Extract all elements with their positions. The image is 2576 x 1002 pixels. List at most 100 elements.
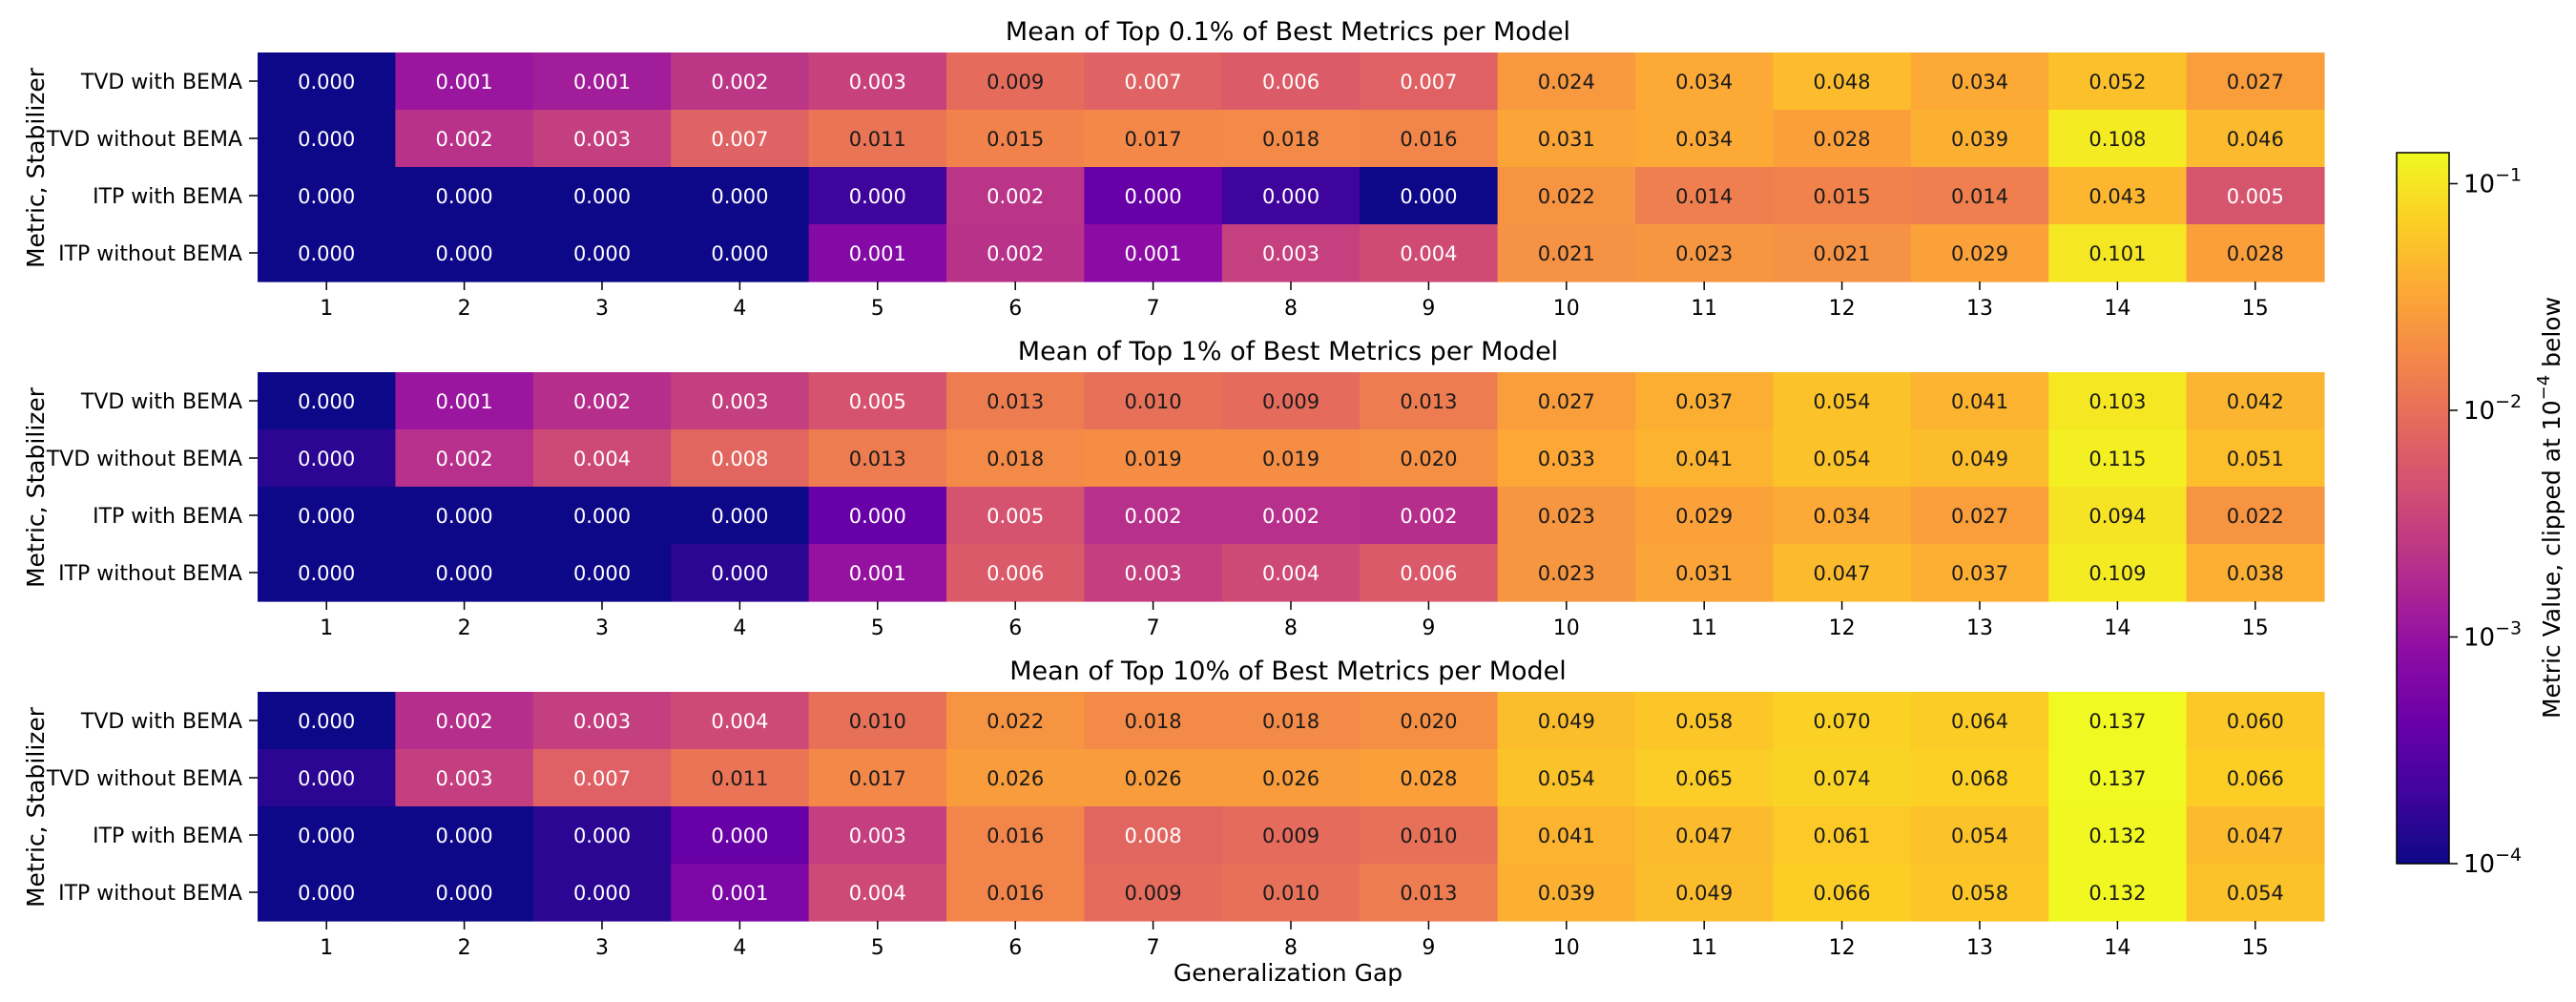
cell-value-label: 0.015 bbox=[987, 128, 1044, 151]
x-tick-label: 12 bbox=[1829, 616, 1856, 640]
heatmap-cell bbox=[946, 429, 1085, 488]
heatmap-cell bbox=[2186, 806, 2325, 865]
cell-value-label: 0.034 bbox=[1675, 71, 1733, 94]
cell-value-label: 0.043 bbox=[2088, 185, 2146, 208]
cell-value-label: 0.000 bbox=[298, 71, 355, 94]
cell-value-label: 0.001 bbox=[573, 71, 631, 94]
colorbar-label-exponent: −4 bbox=[2534, 375, 2554, 401]
heatmap-cell bbox=[1221, 864, 1361, 922]
cell-value-label: 0.049 bbox=[1675, 882, 1733, 905]
cell-value-label: 0.021 bbox=[1538, 242, 1595, 265]
row-label: ITP without BEMA bbox=[58, 562, 242, 586]
cell-value-label: 0.027 bbox=[1538, 390, 1595, 413]
cell-value-label: 0.016 bbox=[1400, 128, 1457, 151]
heatmap-cell bbox=[1497, 806, 1636, 865]
heatmap-cell bbox=[1084, 487, 1223, 545]
cell-value-label: 0.054 bbox=[1951, 825, 2008, 847]
heatmap-cell bbox=[258, 167, 396, 225]
heatmap-cell bbox=[258, 692, 396, 750]
cell-value-label: 0.028 bbox=[1400, 767, 1457, 790]
x-tick-label: 7 bbox=[1147, 616, 1160, 640]
cell-value-label: 0.009 bbox=[1262, 825, 1319, 847]
cell-value-label: 0.000 bbox=[1400, 185, 1457, 208]
cell-value-label: 0.094 bbox=[2088, 505, 2146, 528]
panel-2-row-labels: TVD with BEMA TVD without BEMA ITP with BE… bbox=[46, 390, 258, 586]
heatmap-cell bbox=[671, 544, 810, 602]
heatmap-cell bbox=[1360, 749, 1499, 807]
cell-value-label: 0.038 bbox=[2227, 562, 2284, 585]
cell-value-label: 0.000 bbox=[573, 505, 631, 528]
cell-value-label: 0.000 bbox=[298, 185, 355, 208]
heatmap-cell bbox=[946, 806, 1085, 865]
panel-2: Mean of Top 1% of Best Metrics per Model… bbox=[22, 337, 2325, 640]
heatmap-cell bbox=[395, 372, 534, 430]
heatmap-cell bbox=[1221, 806, 1361, 865]
heatmap-cell bbox=[1773, 864, 1912, 922]
heatmap-cell bbox=[671, 806, 810, 865]
cell-value-label: 0.037 bbox=[1675, 390, 1733, 413]
cell-value-label: 0.004 bbox=[849, 882, 906, 905]
heatmap-cell bbox=[2186, 52, 2325, 111]
heatmap-cell bbox=[258, 544, 396, 602]
cell-value-label: 0.022 bbox=[1538, 185, 1595, 208]
colorbar-label: Metric Value, clipped at 10−4 below bbox=[2534, 297, 2566, 719]
cell-value-label: 0.010 bbox=[1125, 390, 1182, 413]
cell-value-label: 0.060 bbox=[2227, 710, 2284, 733]
heatmap-cell bbox=[1635, 52, 1774, 111]
heatmap-cell bbox=[1635, 429, 1774, 488]
heatmap-cell bbox=[2048, 372, 2188, 430]
heatmap-cell bbox=[808, 487, 947, 545]
cell-value-label: 0.019 bbox=[1125, 448, 1182, 470]
heatmap-cell bbox=[2186, 692, 2325, 750]
x-tick-label: 8 bbox=[1284, 936, 1298, 960]
cell-value-label: 0.016 bbox=[987, 825, 1044, 847]
cell-value-label: 0.002 bbox=[1262, 505, 1319, 528]
cell-value-label: 0.000 bbox=[298, 562, 355, 585]
heatmap-cell bbox=[1084, 749, 1223, 807]
cell-value-label: 0.021 bbox=[1814, 242, 1871, 265]
x-tick-label: 4 bbox=[733, 297, 746, 321]
cell-value-label: 0.137 bbox=[2088, 710, 2146, 733]
heatmap-cell bbox=[258, 429, 396, 488]
heatmap-cell bbox=[532, 110, 672, 168]
colorbar-tick-label: 10−1 bbox=[2463, 164, 2522, 198]
cell-value-label: 0.046 bbox=[2227, 128, 2284, 151]
cell-value-label: 0.000 bbox=[436, 505, 493, 528]
cell-value-label: 0.000 bbox=[1125, 185, 1182, 208]
cell-value-label: 0.027 bbox=[2227, 71, 2284, 94]
x-tick-label: 13 bbox=[1966, 616, 1993, 640]
x-tick-label: 1 bbox=[320, 297, 333, 321]
cell-value-label: 0.020 bbox=[1400, 710, 1457, 733]
cell-value-label: 0.029 bbox=[1951, 242, 2008, 265]
heatmap-cell bbox=[1084, 167, 1223, 225]
cell-value-label: 0.010 bbox=[1400, 825, 1457, 847]
cell-value-label: 0.003 bbox=[1262, 242, 1319, 265]
cell-value-label: 0.002 bbox=[987, 242, 1044, 265]
cell-value-label: 0.028 bbox=[2227, 242, 2284, 265]
heatmap-cell bbox=[946, 749, 1085, 807]
cell-value-label: 0.023 bbox=[1538, 505, 1595, 528]
cell-value-label: 0.054 bbox=[1814, 390, 1871, 413]
cell-value-label: 0.001 bbox=[711, 882, 768, 905]
panel-3-cells: 0.000 0.002 0.003 0.004 0.010 0.022 0.018 0.018… bbox=[258, 692, 2325, 922]
heatmap-cell bbox=[395, 224, 534, 282]
heatmap-cell bbox=[1773, 224, 1912, 282]
cell-value-label: 0.000 bbox=[436, 242, 493, 265]
heatmap-cell bbox=[2048, 167, 2188, 225]
cell-value-label: 0.000 bbox=[711, 242, 768, 265]
heatmap-cell bbox=[1635, 110, 1774, 168]
cell-value-label: 0.020 bbox=[1400, 448, 1457, 470]
heatmap-cell bbox=[532, 806, 672, 865]
cell-value-label: 0.002 bbox=[436, 448, 493, 470]
cell-value-label: 0.054 bbox=[1814, 448, 1871, 470]
panel-1-ylabel: Metric, Stabilizer bbox=[22, 67, 50, 268]
cell-value-label: 0.039 bbox=[1951, 128, 2008, 151]
heatmap-cell bbox=[1910, 692, 2049, 750]
heatmap-cell bbox=[1910, 806, 2049, 865]
panel-1-row-labels: TVD with BEMA TVD without BEMA ITP with BE… bbox=[46, 71, 258, 266]
row-label: TVD with BEMA bbox=[80, 710, 242, 734]
x-tick-label: 10 bbox=[1553, 616, 1580, 640]
cell-value-label: 0.022 bbox=[987, 710, 1044, 733]
heatmap-cell bbox=[1635, 167, 1774, 225]
heatmap-cell bbox=[1221, 372, 1361, 430]
